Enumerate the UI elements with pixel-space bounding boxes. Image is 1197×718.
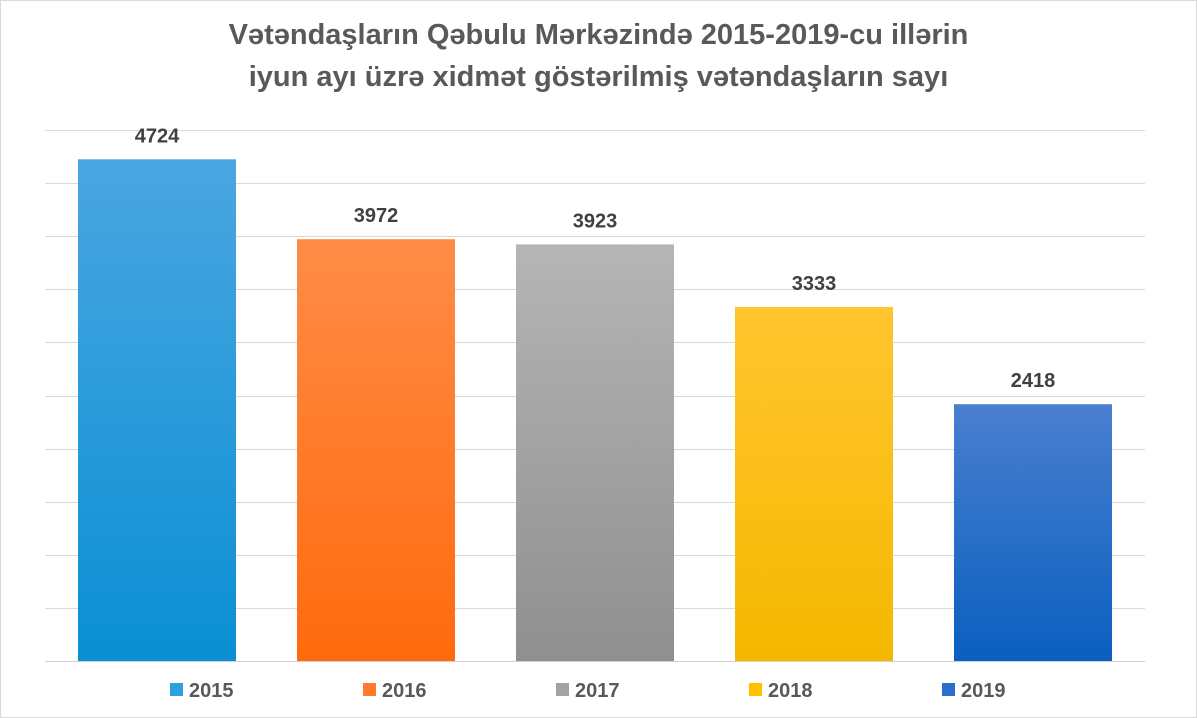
data-labels: 4724 3972 3923 3333 2418: [135, 125, 1056, 392]
chart-title-line-2: iyun ayı üzrə xidmət göstərilmiş vətənda…: [248, 61, 949, 93]
legend-swatch-2016: [363, 683, 376, 696]
legend-swatch-2017: [556, 683, 569, 696]
legend-swatch-2018: [749, 683, 762, 696]
bar-2019: [954, 404, 1112, 661]
chart-title-line-1: Vətəndaşların Qəbulu Mərkəzində 2015-201…: [228, 19, 969, 51]
legend-label-2017: 2017: [575, 680, 620, 702]
data-label-2017: 3923: [573, 210, 618, 232]
bar-2016: [297, 239, 455, 662]
bars: [78, 159, 1112, 662]
legend-label-2015: 2015: [189, 680, 234, 702]
legend-swatch-2015: [170, 683, 183, 696]
legend-label-2019: 2019: [961, 680, 1006, 702]
chart-title: Vətəndaşların Qəbulu Mərkəzində 2015-201…: [0, 14, 1197, 98]
bar-2015: [78, 159, 236, 661]
data-label-2019: 2418: [1011, 370, 1056, 392]
bar-2018: [735, 307, 893, 661]
legend-swatch-2019: [942, 683, 955, 696]
legend-label-2016: 2016: [382, 680, 427, 702]
data-label-2018: 3333: [792, 273, 837, 295]
legend-label-2018: 2018: [768, 680, 813, 702]
data-label-2015: 4724: [135, 125, 180, 147]
legend: 2015 2016 2017 2018 2019: [170, 680, 1006, 702]
data-label-2016: 3972: [354, 205, 399, 227]
bar-2017: [516, 244, 674, 662]
